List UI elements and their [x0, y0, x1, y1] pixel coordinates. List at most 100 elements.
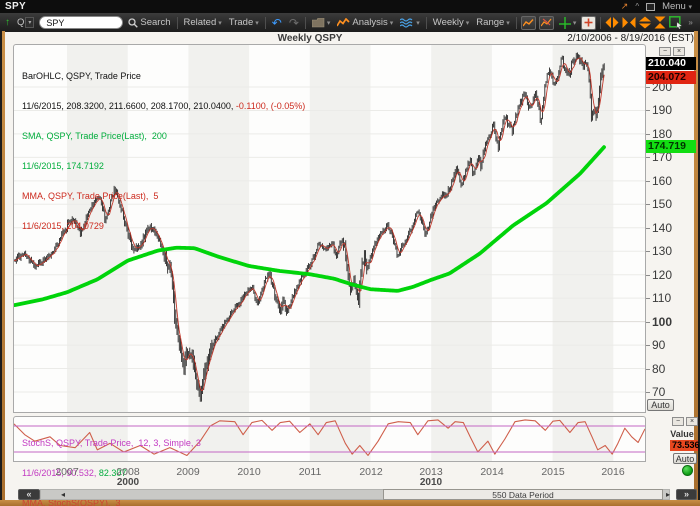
- minimize-pane-icon[interactable]: −: [672, 417, 684, 426]
- stochastic-pane[interactable]: [13, 416, 646, 462]
- zoom-box-button[interactable]: [669, 16, 683, 29]
- line-chart-icon: [522, 18, 534, 26]
- symbol-up-button[interactable]: ↑: [5, 17, 10, 28]
- frame-border-bottom: [0, 500, 700, 506]
- price-axis-label: 90: [652, 338, 666, 352]
- timeframe-button[interactable]: Weekly ▾: [432, 17, 470, 28]
- x-axis-year-label: 2007: [55, 466, 79, 478]
- price-chart-canvas[interactable]: [14, 45, 645, 412]
- x-axis-year-label: 2012: [359, 466, 383, 478]
- contract-horizontal-icon: [622, 17, 636, 28]
- zoom-out-x-button[interactable]: [605, 17, 619, 28]
- close-pane-icon[interactable]: ×: [686, 417, 698, 426]
- zoom-in-x-button[interactable]: [622, 17, 636, 28]
- window-edge-left: [0, 30, 2, 506]
- price-axis-label: 110: [652, 291, 672, 305]
- price-auto-scale-button[interactable]: Auto: [647, 399, 674, 411]
- trade-button[interactable]: Trade ▾: [228, 17, 259, 28]
- price-axis-tick: [646, 298, 650, 299]
- scroll-left-arrow[interactable]: ◂: [61, 490, 66, 499]
- scrollbar-track[interactable]: [40, 489, 670, 500]
- x-axis-decade-label: 2010: [419, 477, 443, 488]
- undo-button[interactable]: ↶: [271, 15, 282, 30]
- price-axis-tick: [646, 204, 650, 205]
- add-indicator-button[interactable]: [581, 15, 597, 30]
- stochastic-canvas[interactable]: [14, 417, 645, 461]
- x-axis-year-label: 2008: [116, 466, 140, 478]
- menu-button[interactable]: Menu ▾: [662, 1, 692, 12]
- price-axis-tick: [646, 369, 650, 370]
- price-axis-tick: [646, 181, 650, 182]
- search-icon: [128, 17, 139, 28]
- price-axis-label: 120: [652, 268, 673, 282]
- x-axis-year-label: 2010: [237, 466, 261, 478]
- range-button[interactable]: Range ▾: [476, 17, 510, 28]
- collapse-icon[interactable]: ^: [635, 1, 640, 11]
- date-range: 2/10/2006 - 8/19/2016 (EST): [567, 33, 694, 44]
- crosshair-button[interactable]: ▾: [557, 16, 579, 30]
- quote-source-combo[interactable]: Q ▾: [15, 16, 36, 29]
- price-axis-tick: [646, 275, 650, 276]
- x-axis-decade-label: 2000: [116, 477, 140, 488]
- price-axis-label: 80: [652, 362, 666, 376]
- more-tools-button[interactable]: »: [688, 18, 693, 27]
- chart-title: Weekly QSPY: [277, 33, 343, 44]
- chart-drawing-button[interactable]: [538, 15, 554, 30]
- selection-box-cursor-icon: [669, 16, 683, 29]
- stochastic-value-badge: 73.536: [670, 440, 700, 451]
- x-axis-year-label: 2013: [419, 466, 443, 478]
- scroll-far-left-button[interactable]: «: [18, 489, 40, 500]
- price-axis-label: 100: [652, 315, 673, 329]
- window-restore-icon[interactable]: [646, 2, 656, 11]
- price-badge: 210.040: [646, 57, 696, 70]
- related-button[interactable]: Related ▾: [183, 17, 222, 28]
- toolbar: ↑ Q ▾ Search Related ▾ Trade ▾ ↶ ↷ ▾ Ana…: [0, 13, 700, 32]
- x-axis-year-label: 2011: [298, 466, 322, 478]
- price-axis-tick: [646, 228, 650, 229]
- price-axis-label: 170: [652, 150, 673, 164]
- x-axis-year-label: 2015: [541, 466, 565, 478]
- scans-button[interactable]: ▾: [398, 17, 422, 29]
- zoom-in-y-button[interactable]: [654, 16, 666, 29]
- price-badge: 174.719: [646, 140, 696, 153]
- price-axis-label: 150: [652, 197, 673, 211]
- price-axis-label: 180: [652, 127, 673, 141]
- x-axis-year-label: 2014: [480, 466, 504, 478]
- scroll-right-arrow[interactable]: ▸: [666, 490, 671, 499]
- search-button[interactable]: Search: [126, 16, 172, 29]
- analysis-button[interactable]: Analysis ▾: [335, 16, 395, 29]
- stochastic-auto-scale-button[interactable]: Auto: [673, 453, 697, 464]
- redo-button[interactable]: ↷: [288, 15, 299, 30]
- price-axis-label: 190: [652, 103, 673, 117]
- crosshair-icon: [558, 16, 571, 29]
- scroll-far-right-button[interactable]: »: [676, 489, 697, 500]
- x-axis-year-label: 2009: [176, 466, 200, 478]
- popout-icon[interactable]: ↗: [620, 1, 629, 11]
- symbol-tab[interactable]: SPY: [5, 1, 26, 12]
- price-axis-tick: [646, 87, 650, 88]
- expand-vertical-icon: [639, 16, 652, 29]
- price-chart-pane[interactable]: [13, 44, 646, 413]
- symbol-input[interactable]: [39, 16, 124, 29]
- connection-status-dot: [682, 465, 693, 476]
- chevron-down-icon[interactable]: ▾: [25, 17, 35, 28]
- chart-edit-icon: [540, 18, 552, 27]
- save-layout-button[interactable]: ▾: [310, 17, 333, 29]
- value-axis-label: Value: [670, 429, 694, 439]
- scrollbar-thumb[interactable]: 550 Data Period: [383, 489, 663, 500]
- titlebar: SPY ↗ ^ Menu ▾: [0, 0, 700, 13]
- price-axis-label: 140: [652, 221, 673, 235]
- chart-style-button[interactable]: [520, 15, 536, 30]
- price-axis-tick: [646, 392, 650, 393]
- price-axis-tick: [646, 322, 650, 323]
- quote-source-label: Q: [17, 17, 25, 28]
- minimize-pane-icon[interactable]: −: [659, 47, 671, 56]
- expand-horizontal-icon: [605, 17, 619, 28]
- price-axis-label: 70: [652, 385, 666, 399]
- window-edge-right: [698, 30, 700, 506]
- hourglass-icon: [654, 16, 666, 29]
- close-pane-icon[interactable]: ×: [673, 47, 685, 56]
- zoom-out-y-button[interactable]: [639, 16, 652, 29]
- price-axis-label: 160: [652, 174, 673, 188]
